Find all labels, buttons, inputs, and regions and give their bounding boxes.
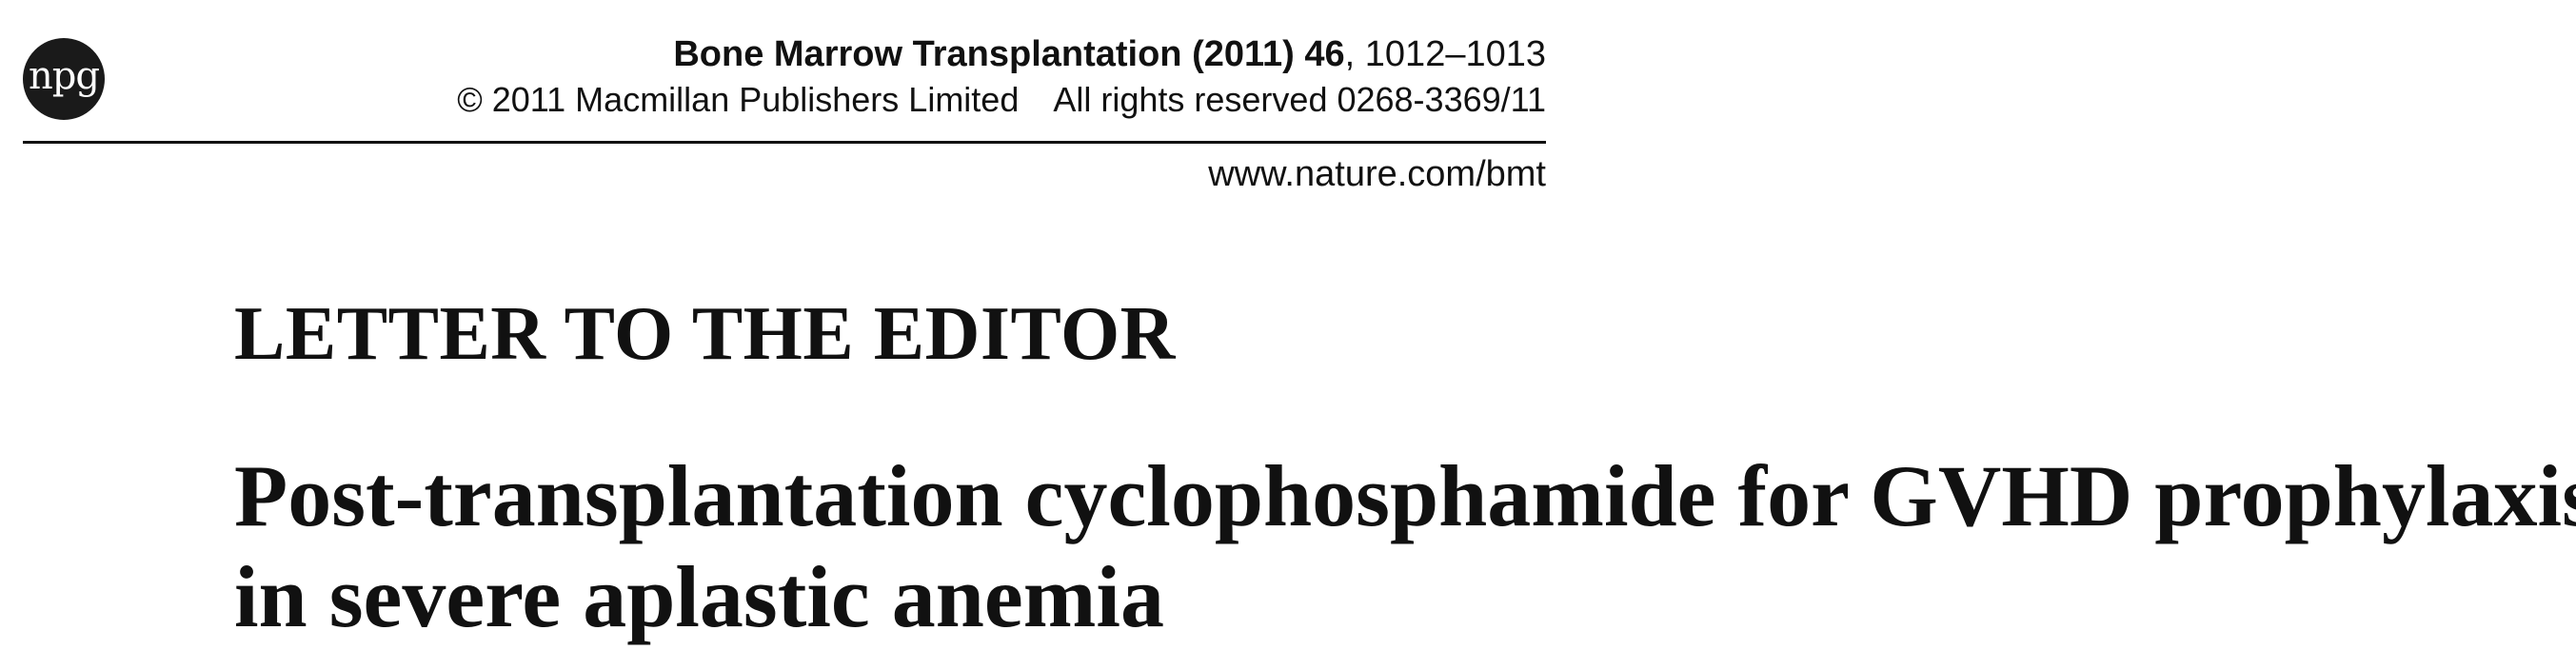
journal-url-link[interactable]: www.nature.com/bmt <box>1208 154 1546 194</box>
article-title: Post-transplantation cyclophosphamide fo… <box>234 445 2576 647</box>
copyright-notice: © 2011 Macmillan Publishers Limited <box>457 80 1020 119</box>
header-divider <box>23 141 1546 144</box>
journal-pages: , 1012–1013 <box>1344 34 1546 74</box>
journal-citation: Bone Marrow Transplantation (2011) 46, 1… <box>457 32 1546 76</box>
npg-logo: npg <box>23 38 105 120</box>
article-title-line-1: Post-transplantation cyclophosphamide fo… <box>234 447 2576 544</box>
journal-volume: 46 <box>1304 34 1345 74</box>
npg-logo-text: npg <box>29 54 100 98</box>
section-heading: LETTER TO THE EDITOR <box>234 292 1176 376</box>
article-title-line-2: in severe aplastic anemia <box>234 548 1164 645</box>
journal-year: (2011) <box>1192 34 1295 74</box>
journal-name: Bone Marrow Transplantation <box>673 34 1182 74</box>
copyright-line: © 2011 Macmillan Publishers Limited All r… <box>457 78 1546 122</box>
rights-notice: All rights reserved 0268-3369/11 <box>1053 80 1546 119</box>
journal-header: Bone Marrow Transplantation (2011) 46, 1… <box>457 32 1546 122</box>
